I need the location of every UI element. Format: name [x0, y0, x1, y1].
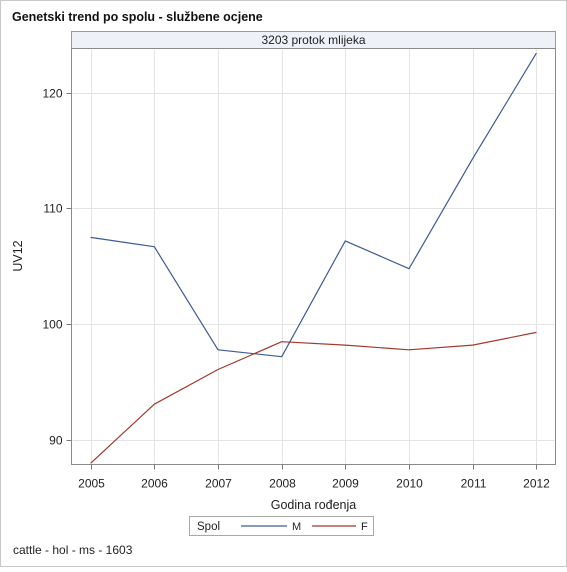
series-line-f [90, 331, 537, 464]
series-layer [90, 52, 537, 464]
x-tick-label: 2008 [269, 477, 296, 491]
chart-title: Genetski trend po spolu - službene ocjen… [12, 10, 263, 24]
x-tick-label: 2011 [461, 477, 487, 491]
x-tick-label: 2012 [523, 477, 550, 491]
axis-layer: 2005 2006 2007 2008 2009 2010 2011 2012 90 100 110… [42, 87, 550, 491]
legend-title: Spol [197, 521, 220, 533]
footnote: cattle - hol - ms - 1603 [13, 543, 133, 557]
x-tick-label: 2006 [141, 477, 168, 491]
panel-label: 3203 protok mlijeka [261, 33, 365, 47]
x-tick-label: 2005 [78, 477, 105, 491]
y-tick-label: 120 [42, 87, 62, 101]
y-tick-label: 110 [43, 202, 62, 216]
x-tick-label: 2007 [205, 477, 232, 491]
grid-layer [72, 49, 555, 464]
x-axis-label: Godina rođenja [271, 498, 357, 512]
legend-label-m: M [292, 521, 301, 533]
legend-label-f: F [361, 521, 368, 533]
y-axis-label: UV12 [11, 240, 25, 271]
x-tick-label: 2010 [396, 477, 423, 491]
y-tick-label: 90 [49, 434, 63, 448]
y-tick-label: 100 [42, 318, 62, 332]
series-line-m [90, 52, 537, 358]
plot-area [71, 48, 556, 465]
legend: Spol M F [189, 516, 374, 536]
x-tick-label: 2009 [332, 477, 359, 491]
